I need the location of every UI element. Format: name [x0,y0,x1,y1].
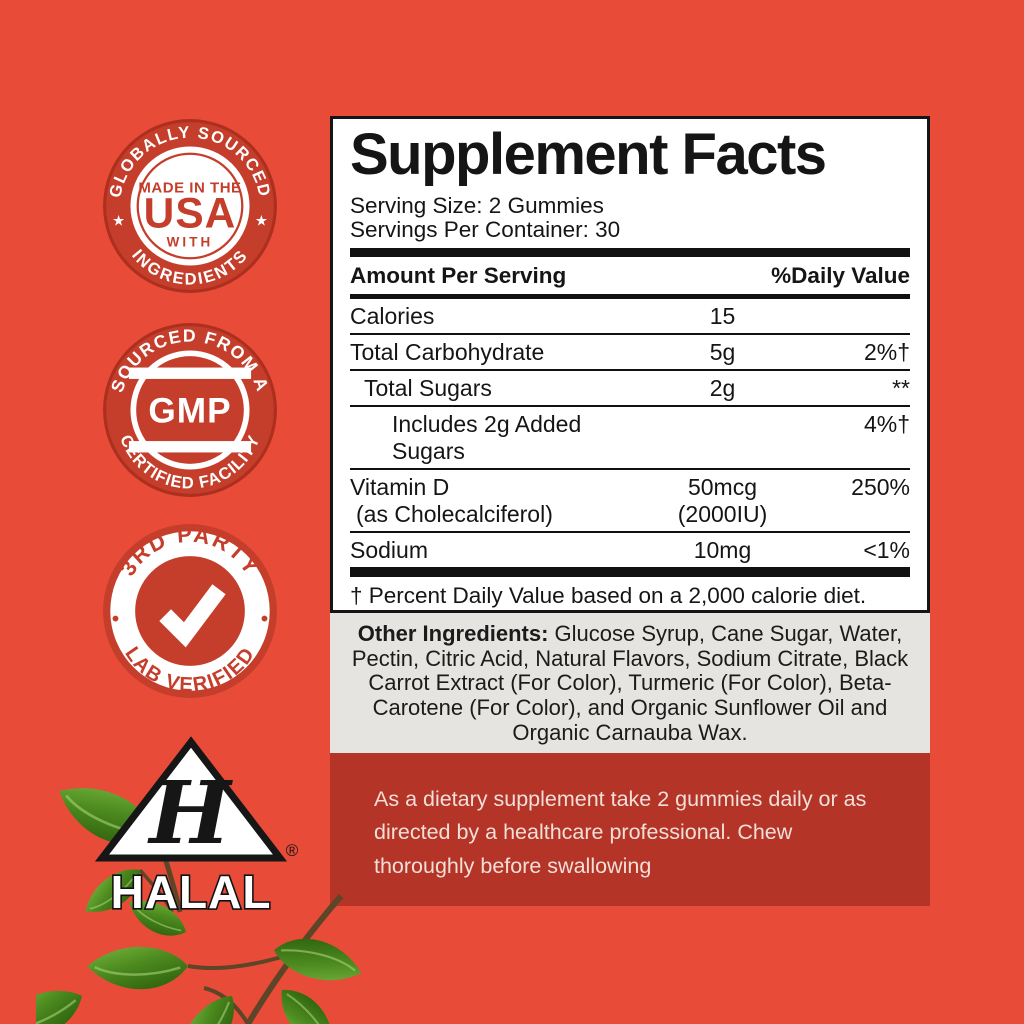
gmp-badge-top-stripe [128,367,252,379]
row-name: Total Sugars [364,375,492,402]
divider-thick [350,248,910,258]
footnote-daily-value: † Percent Daily Value based on a 2,000 c… [350,583,867,609]
row-daily-value: ** [892,375,910,402]
lab-badge-center-circle [135,556,245,666]
row-daily-value: 250% [851,474,910,501]
other-ingredients-text: Glucose Syrup, Cane Sugar, Water, Pectin… [351,621,909,745]
row-amount: 15 [709,303,736,330]
supplement-facts-title: Supplement Facts [350,122,827,187]
other-ingredients-box: Other Ingredients: Glucose Syrup, Cane S… [330,613,930,753]
directions-box: As a dietary supplement take 2 gummies d… [330,753,930,906]
table-row-carbohydrate: Total Carbohydrate 5g 2%† [350,335,910,372]
directions-text: As a dietary supplement take 2 gummies d… [374,787,867,878]
row-name-line1: Vitamin D [350,474,450,501]
halal-triangle-icon [94,736,288,862]
halal-logo: H ® HALAL [94,736,299,920]
row-amount-line1: 50mcg [687,474,758,501]
gmp-badge-bottom-stripe [128,441,252,453]
star-icon: ★ [112,214,125,230]
row-name: Sodium [350,537,428,564]
row-name: Vitamin D (as Cholecalciferol) [350,474,620,528]
halal-label: HALAL [111,866,272,918]
table-row-sodium: Sodium 10mg <1% [350,533,910,567]
registered-trademark-icon: ® [286,841,299,860]
amount-per-serving-header: Amount Per Serving [350,263,567,289]
row-daily-value: <1% [863,537,910,564]
table-row-total-sugars: Total Sugars 2g ** [350,371,910,408]
supplement-facts-panel: Supplement Facts Serving Size: 2 Gummies… [330,116,930,634]
halal-h-letter: H [146,763,233,864]
usa-badge-inner-circle [130,146,250,266]
row-name-line2: (as Cholecalciferol) [356,501,553,528]
leaf-decoration-bottom [36,892,366,1024]
other-ingredients-label: Other Ingredients: [357,621,549,646]
row-amount: 10mg [693,537,752,564]
row-amount: 50mcg (2000IU) [620,474,825,528]
gmp-badge-gmp-text: GMP [148,391,231,430]
made-in-usa-badge-icon: GLOBALLY SOURCED INGREDIENTS ★ ★ MADE IN… [103,119,277,293]
gmp-badge-center-circle [136,356,244,464]
facts-header-row: Amount Per Serving %Daily Value [350,257,910,294]
dot-icon: • [112,607,119,630]
row-name: Includes 2g Added Sugars [392,411,582,465]
star-icon: ★ [255,214,268,230]
daily-value-header: %Daily Value [771,263,910,289]
usa-badge-made-in-the: MADE IN THE [138,180,241,197]
usa-badge-thin-ring [136,152,244,260]
row-daily-value: 2%† [863,339,910,366]
row-amount-line2: (2000IU) [677,501,768,528]
table-row-calories: Calories 15 [350,299,910,336]
usa-badge-with-text: WITH [167,234,214,249]
row-amount: 5g [709,339,736,366]
usa-badge-usa-text: USA [144,190,237,237]
row-name: Total Carbohydrate [350,339,545,366]
dot-icon: • [261,607,268,630]
divider-thick-bottom [350,567,910,578]
gmp-badge-icon: SOURCED FROM A CERTIFIED FACILITY GMP [103,323,277,497]
table-row-added-sugars: Includes 2g Added Sugars 4%† [350,407,910,471]
row-amount: 2g [709,375,736,402]
row-name: Calories [350,303,435,330]
servings-per-container: Servings Per Container: 30 [350,216,621,242]
lab-verified-badge-icon: 3RD PARTY LAB VERIFIED • • [103,523,277,698]
table-row-vitamin-d: Vitamin D (as Cholecalciferol) 50mcg (20… [350,470,910,534]
serving-size: Serving Size: 2 Gummies [350,192,604,218]
row-daily-value: 4%† [863,411,910,438]
divider-medium [350,294,910,300]
check-icon [159,584,226,648]
